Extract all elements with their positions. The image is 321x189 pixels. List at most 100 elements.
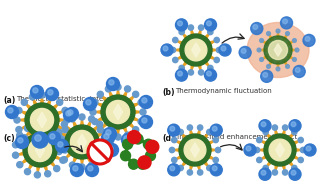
Circle shape (66, 111, 71, 116)
Polygon shape (206, 140, 216, 146)
Polygon shape (56, 118, 67, 122)
Circle shape (61, 157, 67, 163)
Circle shape (125, 86, 131, 92)
Polygon shape (259, 154, 269, 160)
Circle shape (138, 99, 144, 105)
Circle shape (263, 165, 268, 171)
Polygon shape (172, 148, 181, 152)
Circle shape (56, 149, 62, 155)
Polygon shape (175, 40, 185, 46)
Text: The electro statistic  interaction: The electro statistic interaction (16, 96, 128, 102)
Circle shape (215, 147, 221, 153)
Circle shape (85, 163, 99, 177)
Circle shape (184, 139, 206, 161)
Polygon shape (48, 160, 57, 169)
Polygon shape (113, 104, 123, 120)
Polygon shape (207, 54, 217, 60)
Circle shape (261, 122, 266, 127)
Circle shape (281, 17, 292, 29)
Circle shape (102, 149, 108, 155)
Polygon shape (207, 40, 217, 46)
Circle shape (104, 134, 109, 139)
Circle shape (69, 162, 75, 168)
Circle shape (261, 170, 266, 175)
Circle shape (208, 65, 213, 71)
Polygon shape (51, 102, 60, 111)
Circle shape (283, 19, 287, 24)
Text: (c): (c) (3, 134, 15, 143)
Polygon shape (190, 163, 194, 172)
Circle shape (97, 91, 103, 97)
Polygon shape (131, 102, 141, 108)
Circle shape (107, 77, 119, 91)
Circle shape (214, 57, 219, 63)
Polygon shape (20, 157, 30, 165)
Circle shape (269, 139, 291, 161)
Circle shape (71, 163, 83, 177)
Polygon shape (283, 60, 288, 67)
Circle shape (105, 86, 111, 92)
Circle shape (106, 130, 111, 135)
Circle shape (115, 84, 121, 90)
Circle shape (97, 127, 103, 133)
Polygon shape (277, 31, 279, 38)
Polygon shape (181, 160, 188, 168)
Circle shape (207, 129, 212, 135)
Circle shape (204, 69, 216, 81)
Polygon shape (290, 49, 297, 51)
Circle shape (140, 109, 146, 115)
Polygon shape (77, 134, 87, 150)
Circle shape (86, 100, 91, 105)
Polygon shape (276, 143, 284, 157)
Polygon shape (291, 140, 301, 146)
Polygon shape (108, 125, 114, 135)
Circle shape (259, 120, 271, 132)
Polygon shape (95, 102, 105, 108)
Circle shape (207, 21, 212, 26)
Circle shape (303, 34, 315, 46)
Circle shape (289, 120, 301, 132)
Polygon shape (19, 110, 30, 116)
Circle shape (259, 168, 271, 180)
Polygon shape (277, 62, 279, 69)
Polygon shape (55, 124, 65, 130)
Text: ROS generation: ROS generation (16, 134, 71, 140)
Circle shape (176, 69, 187, 81)
Polygon shape (37, 125, 40, 136)
Polygon shape (288, 40, 294, 45)
Circle shape (178, 165, 183, 171)
Circle shape (104, 139, 110, 145)
Polygon shape (209, 148, 218, 152)
Circle shape (65, 125, 99, 159)
Polygon shape (80, 117, 84, 128)
Circle shape (30, 140, 36, 146)
Circle shape (101, 132, 115, 145)
Polygon shape (86, 155, 91, 165)
Circle shape (244, 144, 256, 156)
Circle shape (169, 147, 175, 153)
Circle shape (48, 140, 55, 146)
Circle shape (32, 132, 48, 148)
Circle shape (298, 137, 303, 143)
Circle shape (204, 19, 216, 31)
Circle shape (70, 130, 93, 153)
Polygon shape (64, 151, 73, 160)
Polygon shape (19, 124, 30, 130)
Circle shape (239, 46, 251, 58)
Circle shape (264, 36, 292, 64)
Circle shape (14, 117, 20, 123)
Polygon shape (196, 163, 200, 172)
Circle shape (197, 170, 203, 175)
Polygon shape (40, 95, 44, 106)
Circle shape (178, 21, 182, 26)
Polygon shape (91, 151, 100, 160)
Circle shape (54, 128, 60, 134)
Circle shape (256, 137, 262, 143)
Circle shape (170, 166, 175, 171)
Polygon shape (287, 132, 294, 140)
Polygon shape (268, 60, 273, 67)
Circle shape (48, 90, 53, 95)
Circle shape (33, 88, 38, 93)
Circle shape (8, 108, 13, 113)
Polygon shape (64, 124, 73, 133)
